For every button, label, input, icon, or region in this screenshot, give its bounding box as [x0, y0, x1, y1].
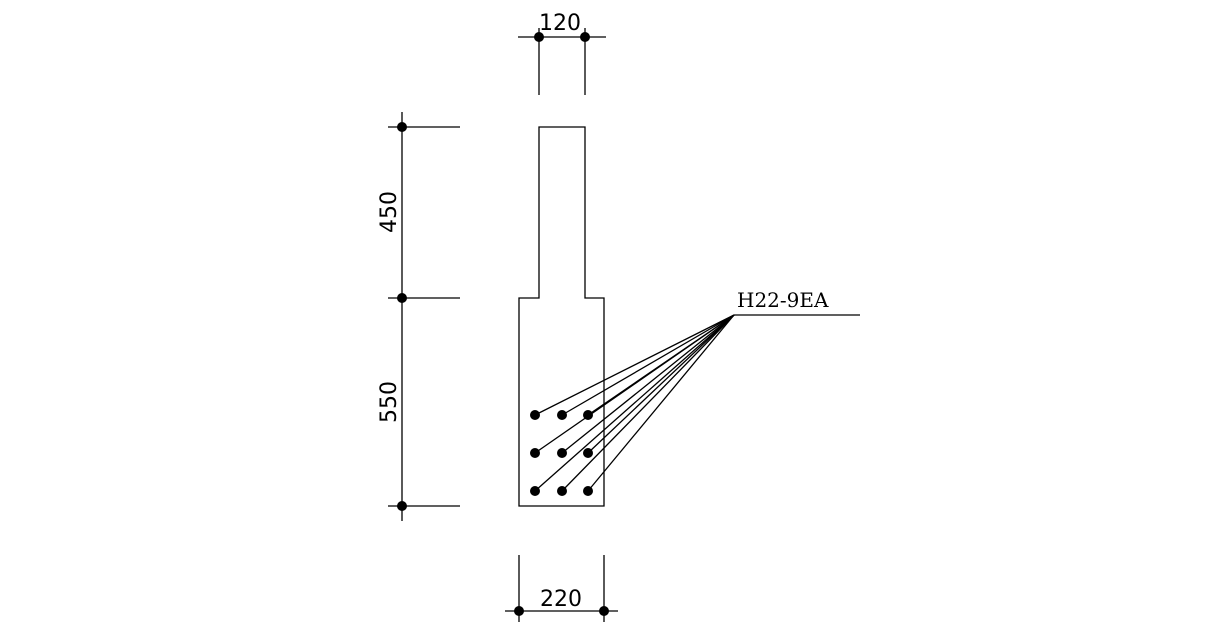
- bottom-width-label: 220: [540, 587, 582, 612]
- left-dim-marker-top: [397, 122, 407, 132]
- section-outline: [518, 126, 605, 507]
- web-height-label: 450: [377, 191, 402, 233]
- leader-line: [561, 314, 735, 416]
- rebar-callout: H22-9EA: [534, 288, 860, 492]
- bottom-dim-marker-right: [599, 606, 609, 616]
- rebar-dot: [583, 448, 593, 458]
- rebar-group: [530, 410, 593, 496]
- leader-line: [534, 314, 735, 416]
- rebar-dot: [530, 486, 540, 496]
- leader-line: [534, 314, 735, 454]
- callout-leader-lines: [534, 314, 735, 492]
- left-dim-marker-bottom: [397, 501, 407, 511]
- rebar-dot: [583, 486, 593, 496]
- left-dim-marker-middle: [397, 293, 407, 303]
- leader-line: [587, 314, 735, 492]
- bottom-width-dimension: 220: [505, 555, 618, 622]
- top-width-dimension: 120: [518, 11, 606, 95]
- leader-line: [587, 314, 735, 454]
- rebar-callout-label: H22-9EA: [737, 288, 829, 312]
- left-height-dimension: 450 550: [377, 112, 460, 521]
- leader-line: [561, 314, 735, 454]
- flange-height-label: 550: [377, 381, 402, 423]
- leader-line: [534, 314, 735, 492]
- top-dim-marker-left: [534, 32, 544, 42]
- rebar-dot: [557, 410, 567, 420]
- rebar-dot: [530, 410, 540, 420]
- rebar-dot: [557, 486, 567, 496]
- bottom-dim-marker-left: [514, 606, 524, 616]
- top-dim-marker-right: [580, 32, 590, 42]
- rebar-dot: [583, 410, 593, 420]
- top-width-label: 120: [539, 11, 581, 36]
- rebar-dot: [530, 448, 540, 458]
- leader-line: [561, 314, 735, 492]
- rebar-dot: [557, 448, 567, 458]
